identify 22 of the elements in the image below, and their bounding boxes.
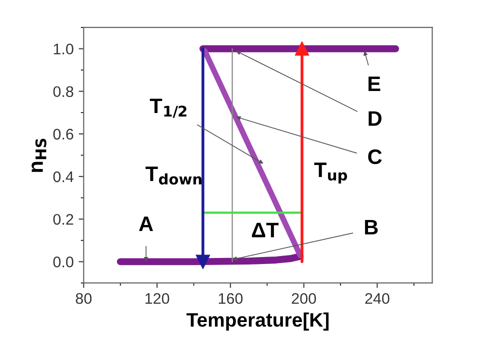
x-tick-label: 120 bbox=[145, 293, 170, 304]
y-tick-label: 0.6 bbox=[53, 128, 74, 140]
annotation: D bbox=[368, 111, 382, 126]
annotation: T$_{1/2}$ bbox=[150, 98, 186, 118]
annotation: ΔT bbox=[252, 222, 279, 238]
y-tick-label: 0.2 bbox=[53, 214, 74, 225]
x-axis-title: Temperature[K] bbox=[186, 312, 329, 331]
annotation: T$_{down}$ bbox=[146, 166, 202, 185]
x-tick-label: 80 bbox=[76, 293, 92, 304]
annotation: T$_{up}$ bbox=[314, 162, 348, 184]
x-tick-label: 200 bbox=[292, 293, 316, 304]
x-tick-label: 160 bbox=[218, 293, 243, 304]
y-tick-label: 0.8 bbox=[53, 86, 74, 98]
y-tick-label: 0.0 bbox=[53, 256, 74, 268]
annotation: B bbox=[365, 220, 378, 234]
y-axis-title: n$_{HS}$ bbox=[32, 138, 46, 172]
annotation: E bbox=[368, 76, 380, 91]
x-tick-label: 240 bbox=[365, 293, 390, 304]
annotation: C bbox=[368, 149, 382, 164]
y-tick-label: 1.0 bbox=[54, 44, 74, 54]
annotation: A bbox=[139, 216, 154, 231]
y-tick-label: 0.4 bbox=[53, 171, 74, 182]
